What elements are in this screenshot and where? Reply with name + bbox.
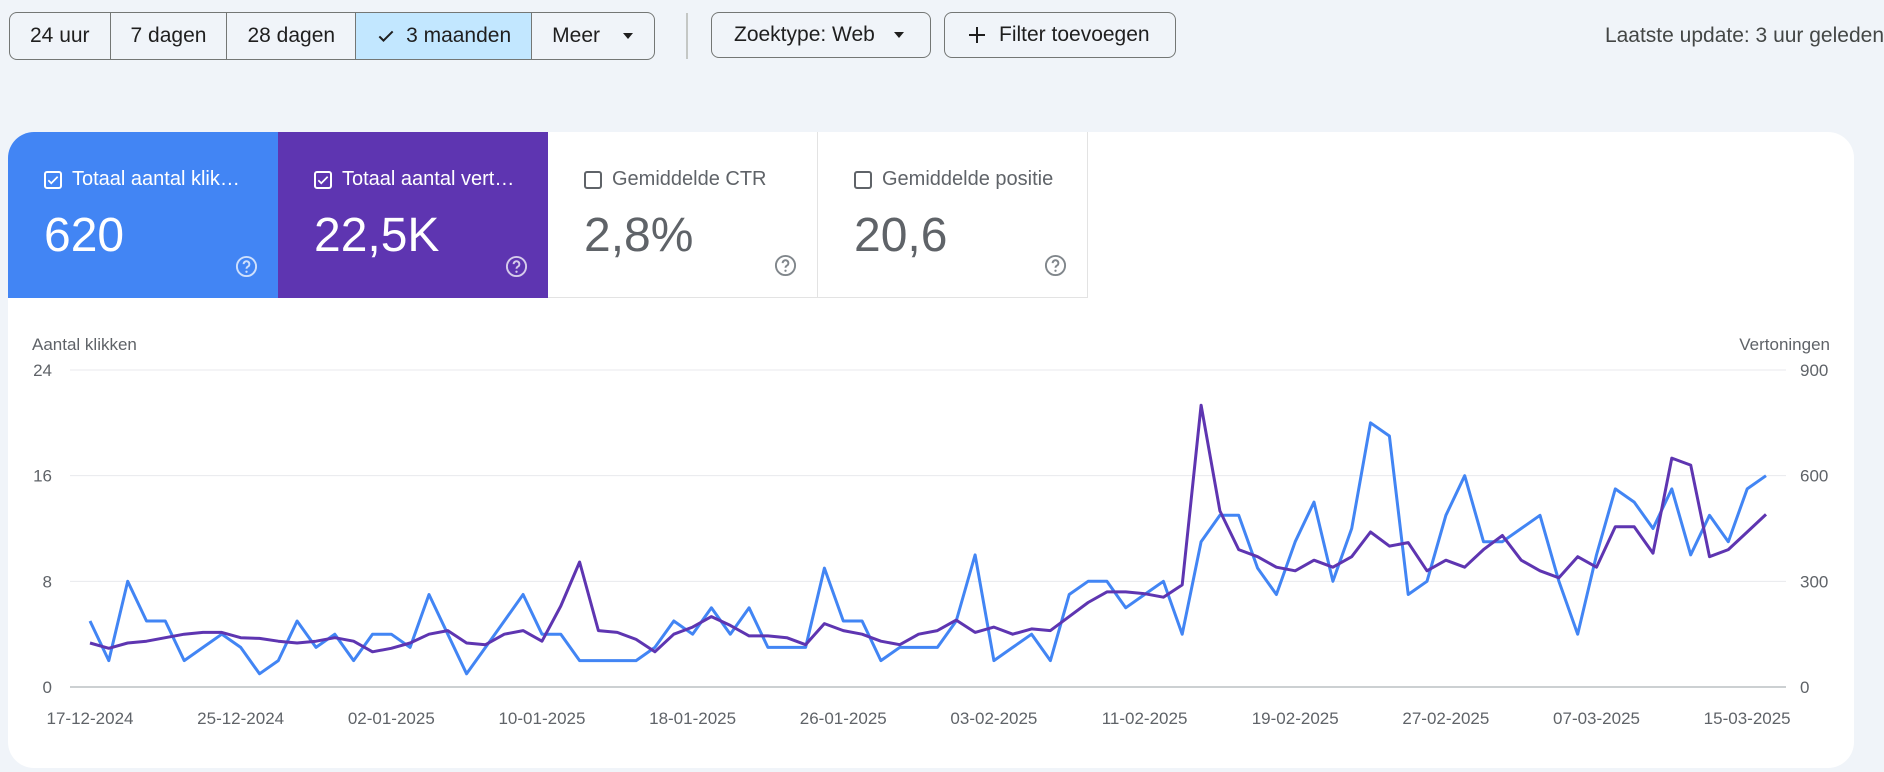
metric-title-text: Gemiddelde positie <box>882 168 1054 190</box>
impressions-series-line <box>89 403 1768 654</box>
x-tick-label: 03-02-2025 <box>950 709 1037 728</box>
last-update-text: Laatste update: 3 uur geleden <box>1604 24 1884 47</box>
range-28d-button[interactable]: 28 dagen <box>227 13 357 59</box>
metric-title: Totaal aantal vert… <box>314 168 514 191</box>
y-tick-left: 0 <box>43 678 52 697</box>
metric-card-ctr[interactable]: Gemiddelde CTR 2,8% <box>548 132 818 298</box>
metric-card-clicks[interactable]: Totaal aantal klik… 620 <box>8 132 278 298</box>
range-label: 3 maanden <box>406 24 512 47</box>
range-label: 24 uur <box>30 24 90 47</box>
metric-value: 20,6 <box>854 209 948 262</box>
date-range-selector: 24 uur 7 dagen 28 dagen 3 maanden Meer <box>9 12 656 60</box>
range-label: Meer <box>552 24 601 47</box>
x-tick-label: 17-12-2024 <box>47 709 134 728</box>
x-tick-label: 10-01-2025 <box>498 709 585 728</box>
checkbox-icon[interactable] <box>584 170 602 189</box>
metric-card-position[interactable]: Gemiddelde positie 20,6 <box>818 132 1088 298</box>
clicks-series-line <box>88 421 1767 676</box>
caret-down-icon <box>893 32 904 38</box>
x-tick-label: 11-02-2025 <box>1102 709 1188 728</box>
search-type-label: Zoektype: Web <box>734 23 875 46</box>
left-axis-title: Aantal klikken <box>32 335 137 354</box>
y-tick-right: 900 <box>1800 361 1828 380</box>
performance-chart: Aantal klikken Vertoningen 24 16 8 0 900 600… <box>32 335 1830 728</box>
toolbar: 24 uur 7 dagen 28 dagen 3 maanden Meer Z… <box>0 0 1884 90</box>
help-circle-icon[interactable] <box>235 255 258 278</box>
help-circle-icon[interactable] <box>1044 254 1067 277</box>
help-circle-icon[interactable] <box>505 255 528 278</box>
x-tick-label: 15-03-2025 <box>1704 709 1791 728</box>
metric-value: 22,5K <box>314 209 440 262</box>
range-label: 7 dagen <box>130 24 207 47</box>
y-tick-right: 300 <box>1800 572 1828 591</box>
x-tick-label: 19-02-2025 <box>1252 709 1339 728</box>
range-label: 28 dagen <box>247 24 336 47</box>
x-tick-label: 18-01-2025 <box>649 709 736 728</box>
right-axis-title: Vertoningen <box>1739 335 1830 354</box>
metric-card-impressions[interactable]: Totaal aantal vert… 22,5K <box>278 132 548 298</box>
y-tick-left: 8 <box>43 572 52 591</box>
caret-down-icon <box>623 33 634 39</box>
x-tick-label: 25-12-2024 <box>197 709 284 728</box>
y-tick-left: 16 <box>33 467 52 486</box>
metric-title: Gemiddelde positie <box>854 168 1053 191</box>
y-tick-right: 600 <box>1800 467 1828 486</box>
checkbox-icon[interactable] <box>854 170 872 189</box>
x-tick-label: 07-03-2025 <box>1553 709 1640 728</box>
add-filter-label: Filter toevoegen <box>999 23 1150 46</box>
range-7d-button[interactable]: 7 dagen <box>111 13 228 59</box>
metric-title-text: Totaal aantal klik… <box>72 168 240 190</box>
range-more-button[interactable]: Meer <box>532 13 654 59</box>
checkbox-icon[interactable] <box>44 170 62 189</box>
search-type-button[interactable]: Zoektype: Web <box>711 12 931 58</box>
metric-title-text: Totaal aantal vert… <box>342 168 515 190</box>
metric-value: 620 <box>44 209 125 262</box>
check-icon <box>378 30 394 42</box>
checkbox-icon[interactable] <box>314 170 332 189</box>
add-filter-button[interactable]: Filter toevoegen <box>944 12 1176 58</box>
range-24h-button[interactable]: 24 uur <box>10 13 111 59</box>
metric-title-text: Gemiddelde CTR <box>612 168 767 190</box>
x-tick-label: 26-01-2025 <box>800 709 887 728</box>
help-circle-icon[interactable] <box>774 254 797 277</box>
performance-panel: Totaal aantal klik… 620 Totaal aantal ve… <box>8 132 1854 768</box>
metric-value: 2,8% <box>584 209 694 262</box>
x-tick-label: 02-01-2025 <box>348 709 435 728</box>
metric-title: Totaal aantal klik… <box>44 168 240 191</box>
toolbar-divider <box>686 13 688 59</box>
metric-title: Gemiddelde CTR <box>584 168 767 191</box>
y-tick-right: 0 <box>1800 678 1809 697</box>
plus-icon <box>969 27 985 43</box>
x-tick-label: 27-02-2025 <box>1402 709 1489 728</box>
y-tick-left: 24 <box>33 361 52 380</box>
range-3m-button[interactable]: 3 maanden <box>356 13 533 59</box>
